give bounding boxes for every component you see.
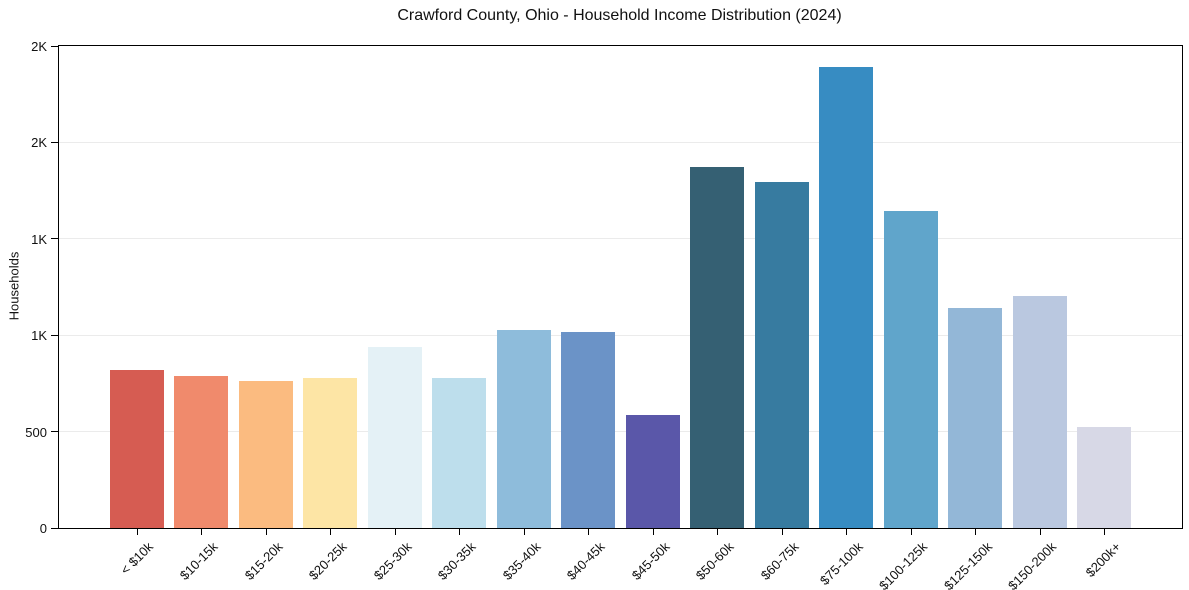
bar-cell: $50-60k (690, 46, 745, 583)
bar (819, 67, 874, 528)
gridline (59, 334, 1182, 336)
bar (690, 167, 745, 528)
bar-cell: $75-100k (817, 46, 874, 588)
x-tick-mark (781, 529, 783, 535)
x-tick-mark (394, 529, 396, 535)
x-tick-label: < $10k (117, 539, 157, 578)
bar (754, 181, 809, 528)
x-tick-label: $15-20k (241, 539, 286, 583)
bar (432, 378, 487, 528)
bar (109, 370, 164, 528)
y-tick-mark (51, 527, 58, 529)
x-tick-mark (717, 529, 719, 535)
y-tick-label: 1K (31, 231, 47, 247)
y-tick-mark (51, 238, 58, 240)
y-tick-label: 2K (31, 39, 47, 54)
gridline (59, 238, 1182, 240)
chart-title: Crawford County, Ohio - Household Income… (397, 7, 842, 24)
x-tick-mark (459, 529, 461, 535)
x-tick-mark (652, 529, 654, 535)
bars-container: < $10k $10-15k $15-20k $20-25k $25-30k $30-35… (59, 46, 1182, 590)
y-tick-label: 1K (31, 328, 47, 344)
x-tick-label: $35-40k (499, 539, 544, 583)
x-tick-mark (588, 529, 590, 535)
y-tick-label: 2K (31, 135, 47, 151)
x-tick-mark (136, 529, 138, 535)
y-tick-mark (51, 431, 58, 433)
bar-cell: $200k+ (1077, 46, 1132, 580)
x-tick-mark (1104, 529, 1106, 535)
x-tick-mark (975, 529, 977, 535)
x-tick-label: $60-75k (757, 539, 802, 583)
x-tick-label: $150-200k (1005, 539, 1060, 590)
bar-cell: $125-150k (941, 46, 1003, 590)
bar-cell: < $10k (109, 46, 164, 577)
bar (303, 378, 358, 528)
bar-cell: $15-20k (238, 46, 293, 583)
x-tick-label: $40-45k (564, 539, 608, 583)
x-tick-label: $100-125k (876, 539, 931, 590)
bar-cell: $20-25k (303, 46, 358, 583)
bar (1012, 296, 1067, 528)
bar (238, 381, 293, 528)
x-tick-label: $50-60k (693, 539, 737, 583)
y-tick-mark (51, 141, 58, 143)
bar (948, 308, 1003, 528)
x-tick-label: $10-15k (177, 539, 221, 583)
bar (883, 210, 938, 528)
y-tick-label: 500 (25, 424, 47, 440)
x-tick-label: $45-50k (628, 539, 673, 583)
gridline (59, 431, 1182, 433)
plot-area: < $10k $10-15k $15-20k $20-25k $25-30k $30-35… (25, 39, 1183, 590)
x-tick-label: $75-100k (816, 539, 866, 588)
bar-cell: $150-200k (1005, 46, 1067, 590)
x-tick-mark (330, 529, 332, 535)
bar-cell: $35-40k (496, 46, 551, 583)
bar-cell: $45-50k (625, 46, 680, 583)
bar-cell: $100-125k (876, 46, 938, 590)
x-tick-mark (846, 529, 848, 535)
bar (496, 330, 551, 528)
x-tick-mark (523, 529, 525, 535)
bar (367, 347, 422, 528)
x-tick-label: $200k+ (1082, 539, 1124, 581)
y-axis-label: Households (6, 251, 22, 321)
x-tick-label: $30-35k (435, 539, 479, 583)
gridline (59, 141, 1182, 143)
bar (561, 332, 616, 528)
x-tick-label: $25-30k (370, 539, 415, 583)
bar-cell: $25-30k (367, 46, 422, 583)
bar (1077, 426, 1132, 528)
bar (174, 375, 229, 528)
bar (625, 414, 680, 528)
x-tick-label: $20-25k (306, 539, 350, 583)
x-tick-mark (1039, 529, 1041, 535)
bar-cell: $60-75k (754, 46, 809, 583)
bar-cell: $40-45k (561, 46, 616, 583)
x-tick-mark (910, 529, 912, 535)
y-tick-label: 0 (39, 521, 47, 536)
y-tick-mark (51, 45, 58, 47)
y-tick-mark (51, 334, 58, 336)
bar-cell: $30-35k (432, 46, 487, 583)
x-tick-label: $125-150k (940, 539, 995, 590)
bar-cell: $10-15k (174, 46, 229, 583)
x-tick-mark (265, 529, 267, 535)
x-tick-mark (201, 529, 203, 535)
